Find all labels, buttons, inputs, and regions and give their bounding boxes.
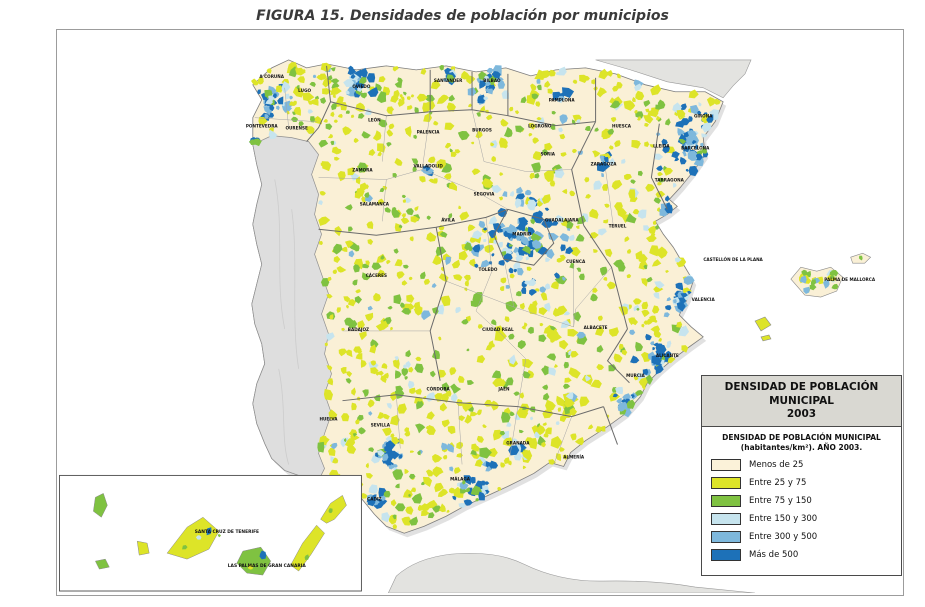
province-label: GUADALAJARA (545, 217, 579, 222)
legend-item: Más de 500 (711, 549, 892, 562)
municipality-patches (249, 62, 721, 529)
province-label: SANTANDER (434, 78, 463, 83)
legend-title-line1: DENSIDAD DE POBLACIÓN (724, 381, 879, 393)
province-label: SEGOVIA (474, 191, 495, 196)
canary-inset: SANTA CRUZ DE TENERIFE LAS PALMAS DE GRAN… (59, 474, 362, 592)
province-label: MÁLAGA (450, 476, 471, 481)
la-palma-island (93, 493, 108, 518)
province-label: ÁVILA (441, 217, 455, 222)
map-frame: A CORUÑA LUGO PONTEVEDRA OURENSE OVIEDO SANTA… (56, 29, 904, 596)
province-label: SALAMANCA (360, 201, 390, 206)
spain-density-map: A CORUÑA LUGO PONTEVEDRA OURENSE OVIEDO SANTA… (57, 30, 901, 593)
canary-label: LAS PALMAS DE GRAN CANARIA (228, 563, 307, 569)
legend-item-label: Menos de 25 (749, 460, 804, 471)
province-label: HUESCA (612, 124, 632, 129)
tenerife-island (166, 516, 220, 560)
province-label: OURENSE (285, 126, 307, 131)
canary-labels-layer: SANTA CRUZ DE TENERIFE LAS PALMAS DE GRAN… (195, 529, 307, 569)
province-label: SEVILLA (371, 423, 391, 428)
province-borders (254, 87, 614, 465)
legend-item: Entre 25 y 75 (711, 477, 892, 490)
province-label: PALMA DE MALLORCA (824, 277, 876, 282)
portugal-landmass (251, 135, 332, 481)
france-landmass (595, 59, 752, 99)
ibiza-island (754, 316, 772, 332)
province-label: BARCELONA (681, 146, 710, 151)
legend-title-line2: MUNICIPAL (769, 394, 834, 407)
province-label: PALENCIA (417, 130, 441, 135)
province-label: ALBACETE (584, 325, 608, 330)
legend-swatch (711, 531, 741, 544)
province-label: PAMPLONA (549, 98, 576, 103)
province-labels-layer: A CORUÑA LUGO PONTEVEDRA OURENSE OVIEDO SANTA… (246, 74, 876, 501)
legend-header: DENSIDAD DE POBLACIÓN MUNICIPAL 2003 (702, 376, 901, 427)
province-label: LUGO (298, 88, 311, 93)
legend-body: DENSIDAD DE POBLACIÓN MUNICIPAL (habitan… (702, 427, 901, 575)
province-label: CÁCERES (366, 273, 387, 278)
africa-landmass (387, 552, 756, 593)
legend-item-label: Entre 300 y 500 (749, 532, 818, 543)
legend-item: Entre 300 y 500 (711, 531, 892, 544)
lanzarote-island (320, 494, 347, 524)
province-label: CÓRDOBA (427, 387, 451, 392)
province-label: CIUDAD REAL (482, 327, 514, 332)
province-label: BADAJOZ (348, 327, 369, 332)
legend-swatch (711, 549, 741, 562)
province-label: ZAMORA (352, 167, 373, 172)
province-label: SORIA (540, 152, 555, 157)
province-label: LEÓN (368, 118, 381, 123)
province-label: TERUEL (609, 223, 627, 228)
canary-density-spots (175, 508, 333, 570)
province-label: ALICANTE (656, 353, 679, 358)
legend-item: Entre 150 y 300 (711, 513, 892, 526)
legend-item-label: Entre 25 y 75 (749, 478, 807, 489)
province-label: BURGOS (472, 128, 492, 133)
legend-subtitle-line1: DENSIDAD DE POBLACIÓN MUNICIPAL (722, 432, 881, 442)
province-label: HUELVA (320, 417, 339, 422)
province-label: ZARAGOZA (591, 162, 618, 167)
province-label: BILBAO (483, 78, 501, 83)
province-label: PONTEVEDRA (246, 124, 279, 129)
legend-swatch (711, 513, 741, 526)
province-label: LLEIDA (653, 144, 670, 149)
fuerteventura-island (290, 524, 325, 572)
province-label: MURCIA (626, 373, 645, 378)
province-label: CÁDIZ (367, 496, 381, 501)
province-label: JAÉN (497, 387, 510, 392)
canary-label: SANTA CRUZ DE TENERIFE (195, 529, 259, 535)
legend-item-label: Entre 150 y 300 (749, 514, 818, 525)
legend-items: Menos de 25 Entre 25 y 75 Entre 75 y 150 En… (711, 459, 892, 562)
province-label: TARRAGONA (655, 177, 685, 182)
province-label: VALLADOLID (413, 164, 443, 169)
province-label: OVIEDO (352, 84, 371, 89)
el-hierro-island (94, 558, 110, 570)
legend-item-label: Entre 75 y 150 (749, 496, 812, 507)
legend-item: Entre 75 y 150 (711, 495, 892, 508)
legend: DENSIDAD DE POBLACIÓN MUNICIPAL 2003 DEN… (701, 375, 902, 577)
figure-title: FIGURA 15. Densidades de población por m… (256, 8, 669, 24)
legend-item: Menos de 25 (711, 459, 892, 472)
region-borders (306, 65, 668, 445)
legend-swatch (711, 495, 741, 508)
province-label: ALMERÍA (563, 454, 585, 459)
province-label: VALENCIA (692, 297, 716, 302)
province-label: LOGROÑO (528, 124, 552, 129)
legend-subtitle-line2: (habitantes/km²). AÑO 2003. (740, 443, 863, 453)
legend-swatch (711, 477, 741, 490)
province-label: MADRID (512, 231, 532, 236)
legend-item-label: Más de 500 (749, 550, 799, 561)
la-gomera-island (136, 540, 150, 556)
portugal-relief-lines (274, 179, 300, 465)
formentera-island (760, 334, 772, 342)
province-label: A CORUÑA (259, 74, 284, 79)
province-label: CASTELLÓN DE LA PLANA (703, 257, 763, 262)
province-label: GIRONA (694, 114, 713, 119)
legend-subtitle: DENSIDAD DE POBLACIÓN MUNICIPAL (habitan… (711, 433, 892, 453)
province-label: CUENCA (566, 259, 586, 264)
province-label: TOLEDO (479, 267, 498, 272)
province-label: GRANADA (506, 441, 530, 446)
legend-title-year: 2003 (786, 408, 817, 421)
legend-swatch (711, 459, 741, 472)
balearic-patches (798, 255, 863, 295)
